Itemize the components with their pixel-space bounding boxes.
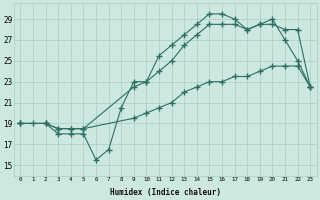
X-axis label: Humidex (Indice chaleur): Humidex (Indice chaleur) [110, 188, 221, 197]
